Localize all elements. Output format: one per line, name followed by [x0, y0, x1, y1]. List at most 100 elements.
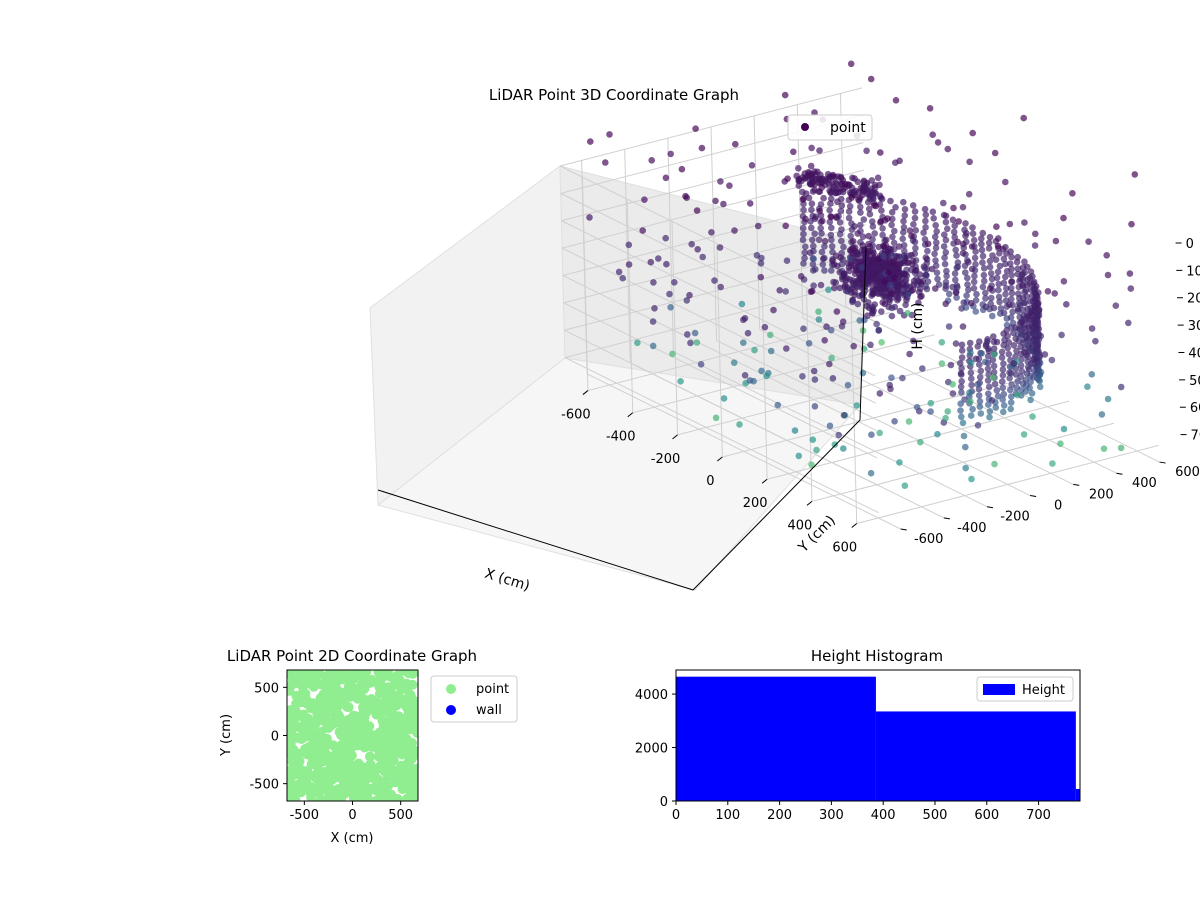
- point-3d: [1036, 383, 1044, 391]
- point-3d: [619, 274, 626, 282]
- point-3d: [998, 348, 1006, 356]
- chart-2d-title: LiDAR Point 2D Coordinate Graph: [227, 647, 477, 665]
- point-3d: [922, 272, 929, 279]
- point-3d: [988, 294, 995, 302]
- point-3d: [1019, 282, 1026, 290]
- point-3d: [1007, 314, 1015, 321]
- point-3d: [1010, 329, 1017, 337]
- point-3d: [767, 347, 775, 355]
- point-3d: [821, 243, 828, 250]
- xh-tick-label: 300: [819, 808, 844, 823]
- grid-line: [581, 160, 588, 374]
- point-3d: [795, 165, 802, 172]
- point-3d: [815, 175, 823, 182]
- point-2d: [333, 784, 344, 795]
- y2-tick-label: -500: [249, 778, 279, 793]
- point-2d: [341, 686, 352, 697]
- point-2d: [317, 708, 328, 719]
- point-2d: [405, 779, 416, 790]
- point-3d: [810, 255, 817, 263]
- point-3d: [738, 300, 746, 308]
- point-3d: [911, 214, 919, 222]
- point-3d: [954, 238, 961, 246]
- point-3d: [1025, 317, 1033, 325]
- point-2d: [386, 726, 396, 737]
- point-3d: [808, 144, 815, 152]
- point-3d: [708, 229, 715, 236]
- point-3d: [981, 277, 988, 285]
- point-3d: [947, 361, 955, 369]
- point-3d: [815, 316, 823, 323]
- point-3d: [795, 182, 803, 189]
- point-3d: [958, 354, 966, 361]
- point-3d: [917, 278, 924, 286]
- point-3d: [996, 298, 1003, 306]
- point-3d: [726, 182, 733, 189]
- point-3d: [876, 265, 884, 273]
- point-3d: [634, 339, 641, 347]
- point-2d: [361, 724, 372, 735]
- x-tick-label: 600: [832, 541, 857, 556]
- y-tick-label: -200: [1000, 510, 1030, 525]
- point-3d: [954, 263, 962, 271]
- point-3d: [677, 378, 684, 385]
- point-3d: [887, 281, 894, 289]
- point-3d: [1084, 383, 1091, 391]
- point-3d: [971, 254, 979, 262]
- histogram-title: Height Histogram: [811, 647, 943, 665]
- point-3d: [829, 375, 837, 382]
- x-tick: [717, 456, 723, 462]
- point-3d: [986, 233, 994, 241]
- point-3d: [877, 218, 885, 225]
- point-3d: [957, 407, 964, 414]
- point-3d: [980, 265, 988, 272]
- point-3d: [881, 278, 889, 286]
- point-3d: [731, 227, 738, 234]
- point-3d: [809, 260, 817, 268]
- point-2d: [287, 795, 293, 801]
- yh-tick-label: 0: [660, 795, 668, 810]
- point-2d: [352, 769, 363, 780]
- point-3d: [965, 286, 972, 294]
- point-2d: [321, 733, 332, 744]
- point-3d: [1002, 290, 1009, 298]
- point-3d: [684, 331, 691, 338]
- point-3d: [827, 200, 834, 207]
- point-3d: [809, 436, 817, 444]
- point-3d: [875, 243, 883, 251]
- point-3d: [924, 240, 932, 248]
- point-3d: [1007, 399, 1015, 406]
- y-tick-label: 400: [1132, 476, 1157, 491]
- point-3d: [840, 445, 847, 452]
- point-3d: [977, 367, 985, 375]
- point-3d: [958, 378, 965, 385]
- point-3d: [986, 257, 994, 265]
- point-3d: [955, 218, 962, 225]
- point-3d: [809, 236, 816, 244]
- point-2d: [323, 795, 334, 801]
- y-tick: [900, 528, 907, 531]
- point-3d: [833, 213, 840, 220]
- point-3d: [1051, 290, 1058, 297]
- point-3d: [1001, 336, 1008, 344]
- point-3d: [926, 105, 934, 112]
- point-3d: [967, 349, 974, 357]
- point-3d: [965, 190, 973, 198]
- point-3d: [994, 268, 1002, 276]
- point-3d: [996, 262, 1004, 270]
- point-2d: [306, 679, 317, 690]
- point-3d: [693, 339, 701, 346]
- point-3d: [934, 139, 942, 146]
- point-3d: [942, 282, 950, 290]
- point-3d: [1031, 349, 1038, 357]
- point-2d: [297, 680, 307, 690]
- point-3d: [848, 194, 855, 201]
- point-3d: [826, 422, 834, 430]
- point-3d: [812, 266, 819, 273]
- point-2d: [359, 716, 370, 727]
- z-tick-label: 400: [1188, 346, 1200, 361]
- point-3d: [688, 240, 695, 248]
- point-3d: [879, 225, 886, 232]
- point-3d: [966, 389, 973, 397]
- point-3d: [1024, 358, 1031, 365]
